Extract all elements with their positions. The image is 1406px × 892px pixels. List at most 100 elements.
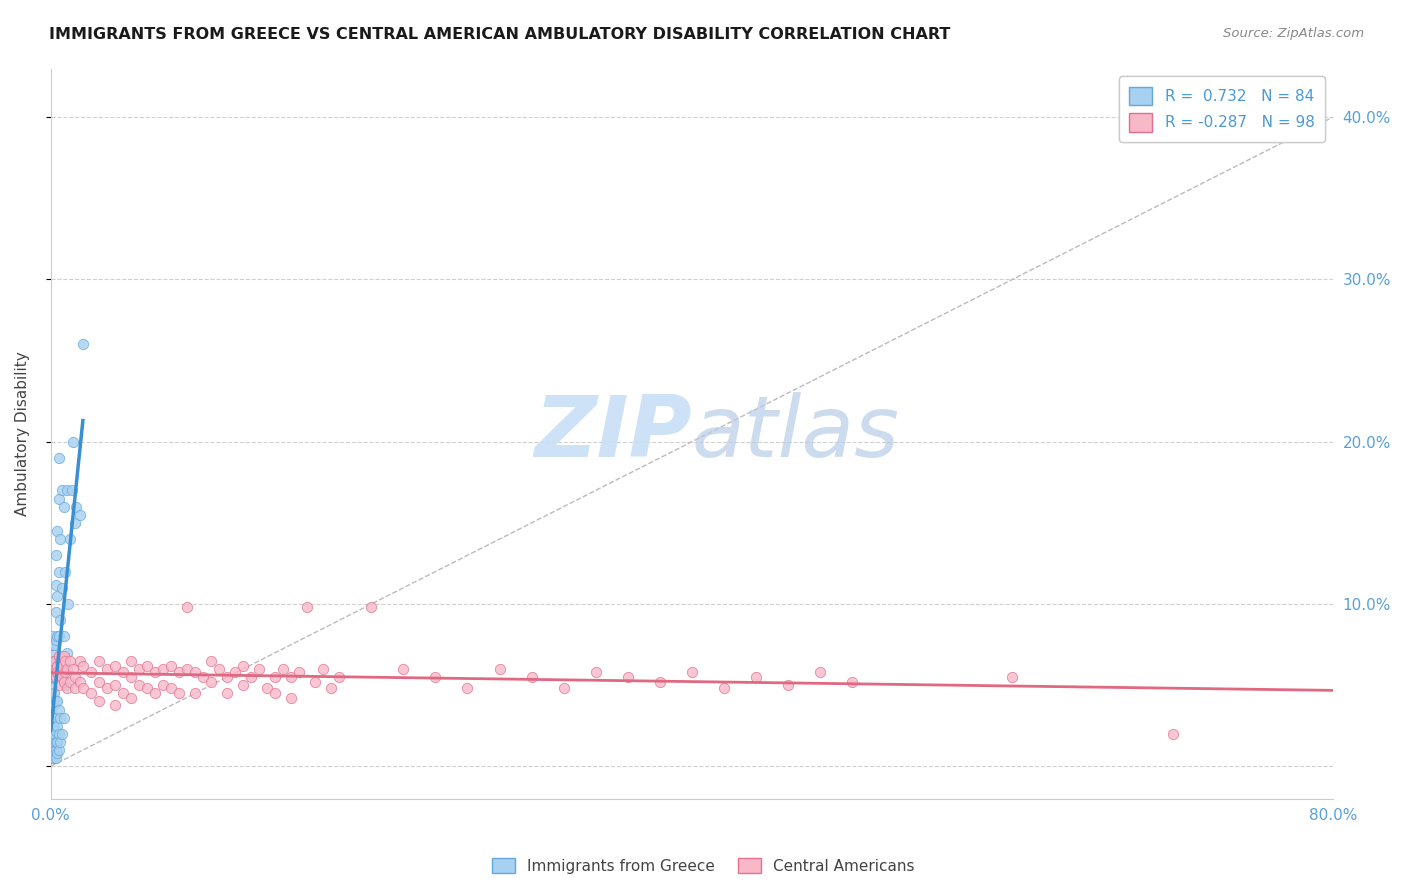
- Point: [42, 638, 65, 652]
- Point: [42, 654, 65, 668]
- Point: [96, 681, 118, 696]
- Point: [45, 549, 67, 563]
- Text: atlas: atlas: [692, 392, 900, 475]
- Point: [128, 678, 150, 692]
- Point: [42, 654, 65, 668]
- Point: [45, 711, 67, 725]
- Point: [111, 686, 134, 700]
- Point: [392, 662, 415, 676]
- Point: [41, 646, 63, 660]
- Point: [312, 662, 335, 676]
- Point: [72, 337, 94, 351]
- Point: [41, 727, 63, 741]
- Point: [425, 670, 447, 684]
- Text: IMMIGRANTS FROM GREECE VS CENTRAL AMERICAN AMBULATORY DISABILITY CORRELATION CHA: IMMIGRANTS FROM GREECE VS CENTRAL AMERIC…: [49, 27, 950, 42]
- Point: [280, 691, 302, 706]
- Point: [41, 751, 63, 765]
- Legend: Immigrants from Greece, Central Americans: Immigrants from Greece, Central American…: [485, 852, 921, 880]
- Point: [46, 694, 69, 708]
- Point: [56, 681, 79, 696]
- Point: [80, 686, 103, 700]
- Point: [45, 632, 67, 647]
- Point: [56, 662, 79, 676]
- Legend: R =  0.732   N = 84, R = -0.287   N = 98: R = 0.732 N = 84, R = -0.287 N = 98: [1119, 76, 1324, 143]
- Point: [52, 648, 75, 663]
- Point: [585, 665, 607, 680]
- Point: [69, 674, 91, 689]
- Point: [48, 450, 70, 465]
- Point: [271, 662, 294, 676]
- Point: [41, 723, 63, 738]
- Point: [120, 670, 142, 684]
- Point: [648, 674, 671, 689]
- Point: [45, 723, 67, 738]
- Point: [776, 678, 799, 692]
- Text: Source: ZipAtlas.com: Source: ZipAtlas.com: [1223, 27, 1364, 40]
- Point: [240, 670, 263, 684]
- Point: [46, 747, 69, 761]
- Point: [1161, 727, 1184, 741]
- Point: [51, 727, 73, 741]
- Point: [41, 681, 63, 696]
- Point: [143, 686, 166, 700]
- Point: [41, 630, 63, 644]
- Point: [46, 719, 69, 733]
- Point: [58, 597, 80, 611]
- Point: [46, 658, 69, 673]
- Point: [42, 727, 65, 741]
- Point: [65, 500, 87, 514]
- Point: [41, 739, 63, 754]
- Point: [808, 665, 831, 680]
- Point: [42, 670, 65, 684]
- Point: [42, 735, 65, 749]
- Point: [280, 670, 302, 684]
- Point: [49, 665, 72, 680]
- Point: [152, 678, 174, 692]
- Point: [41, 706, 63, 720]
- Point: [42, 719, 65, 733]
- Point: [46, 589, 69, 603]
- Point: [297, 600, 319, 615]
- Point: [51, 581, 73, 595]
- Point: [49, 613, 72, 627]
- Point: [160, 681, 183, 696]
- Point: [63, 516, 86, 530]
- Point: [152, 662, 174, 676]
- Point: [42, 711, 65, 725]
- Point: [41, 714, 63, 728]
- Point: [96, 662, 118, 676]
- Point: [41, 691, 63, 706]
- Point: [46, 665, 69, 680]
- Point: [87, 674, 110, 689]
- Point: [51, 670, 73, 684]
- Point: [53, 654, 76, 668]
- Point: [520, 670, 543, 684]
- Point: [56, 646, 79, 660]
- Point: [48, 727, 70, 741]
- Point: [51, 658, 73, 673]
- Point: [616, 670, 638, 684]
- Point: [87, 654, 110, 668]
- Point: [713, 681, 735, 696]
- Point: [80, 665, 103, 680]
- Point: [52, 674, 75, 689]
- Point: [69, 508, 91, 522]
- Point: [41, 719, 63, 733]
- Point: [200, 654, 222, 668]
- Point: [184, 665, 207, 680]
- Point: [46, 662, 69, 676]
- Point: [553, 681, 575, 696]
- Point: [217, 670, 239, 684]
- Point: [45, 654, 67, 668]
- Point: [48, 702, 70, 716]
- Point: [104, 678, 127, 692]
- Point: [120, 654, 142, 668]
- Point: [681, 665, 703, 680]
- Point: [224, 665, 246, 680]
- Point: [104, 658, 127, 673]
- Point: [56, 483, 79, 498]
- Point: [41, 735, 63, 749]
- Point: [59, 674, 82, 689]
- Point: [49, 735, 72, 749]
- Point: [63, 670, 86, 684]
